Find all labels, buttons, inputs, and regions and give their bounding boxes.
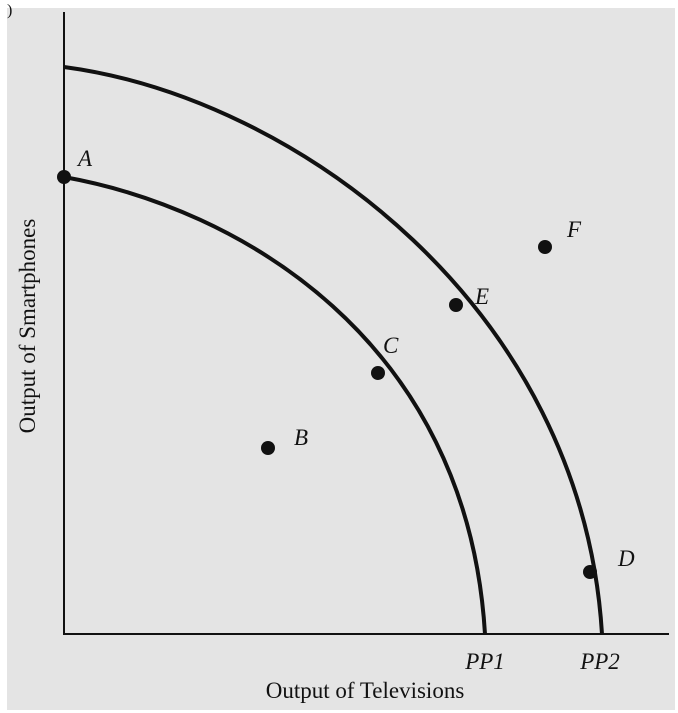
point-e-label: E [474, 284, 489, 309]
point-b [261, 441, 275, 455]
x-axis-title: Output of Televisions [266, 678, 465, 703]
point-c-label: C [383, 333, 399, 358]
corner-mark: ) [7, 2, 13, 19]
point-a-label: A [76, 146, 93, 171]
curve-pp1 [63, 175, 487, 635]
curve-pp2-label: PP2 [579, 649, 620, 674]
point-f [538, 240, 552, 254]
curve-pp1-label: PP1 [464, 649, 505, 674]
point-e [449, 298, 463, 312]
point-d [583, 565, 597, 579]
ppf-diagram: A B C D E F PP1 PP2 Output of Television… [15, 12, 669, 703]
point-d-label: D [617, 546, 635, 571]
point-c [371, 366, 385, 380]
point-a [57, 170, 71, 184]
point-f-label: F [566, 217, 582, 242]
point-b-label: B [294, 425, 308, 450]
curve-pp2 [63, 65, 604, 635]
y-axis-title: Output of Smartphones [15, 219, 40, 434]
diagram-panel: ) A B C D E F PP1 PP2 Output of Televisi… [7, 2, 675, 710]
